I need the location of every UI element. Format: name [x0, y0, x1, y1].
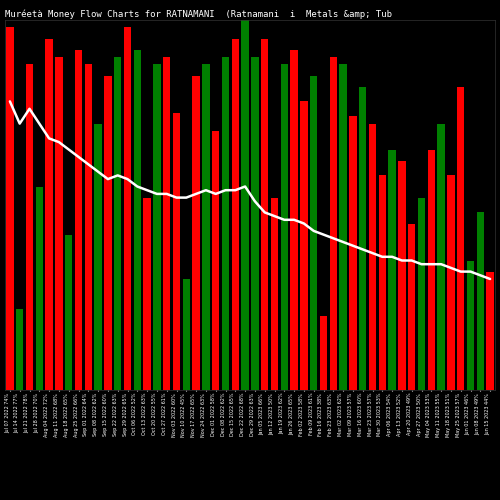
Bar: [65, 234, 72, 390]
Bar: [6, 28, 14, 390]
Text: Muréetà Money Flow Charts for RATNAMANI  (Ratnamani  i  Metals &amp; Tub: Muréetà Money Flow Charts for RATNAMANI …: [5, 10, 392, 19]
Bar: [280, 64, 288, 390]
Bar: [398, 160, 406, 390]
Bar: [330, 57, 337, 390]
Bar: [388, 150, 396, 390]
Bar: [114, 57, 122, 390]
Bar: [36, 186, 43, 390]
Bar: [418, 198, 425, 390]
Bar: [104, 76, 112, 390]
Bar: [486, 272, 494, 390]
Bar: [242, 20, 249, 390]
Bar: [349, 116, 356, 390]
Bar: [261, 38, 268, 390]
Bar: [290, 50, 298, 390]
Bar: [232, 38, 239, 390]
Bar: [359, 86, 366, 390]
Bar: [251, 57, 258, 390]
Bar: [16, 308, 24, 390]
Bar: [84, 64, 92, 390]
Bar: [457, 86, 464, 390]
Bar: [369, 124, 376, 390]
Bar: [173, 112, 180, 390]
Bar: [408, 224, 416, 390]
Bar: [94, 124, 102, 390]
Bar: [222, 57, 229, 390]
Bar: [134, 50, 141, 390]
Bar: [153, 64, 160, 390]
Bar: [300, 102, 308, 390]
Bar: [447, 176, 454, 390]
Bar: [202, 64, 209, 390]
Bar: [340, 64, 347, 390]
Bar: [320, 316, 327, 390]
Bar: [55, 57, 62, 390]
Bar: [192, 76, 200, 390]
Bar: [310, 76, 318, 390]
Bar: [124, 28, 131, 390]
Bar: [46, 38, 53, 390]
Bar: [271, 198, 278, 390]
Bar: [438, 124, 445, 390]
Bar: [212, 131, 220, 390]
Bar: [428, 150, 435, 390]
Bar: [163, 57, 170, 390]
Bar: [144, 198, 151, 390]
Bar: [476, 212, 484, 390]
Bar: [26, 64, 33, 390]
Bar: [467, 260, 474, 390]
Bar: [378, 176, 386, 390]
Bar: [75, 50, 82, 390]
Bar: [182, 279, 190, 390]
